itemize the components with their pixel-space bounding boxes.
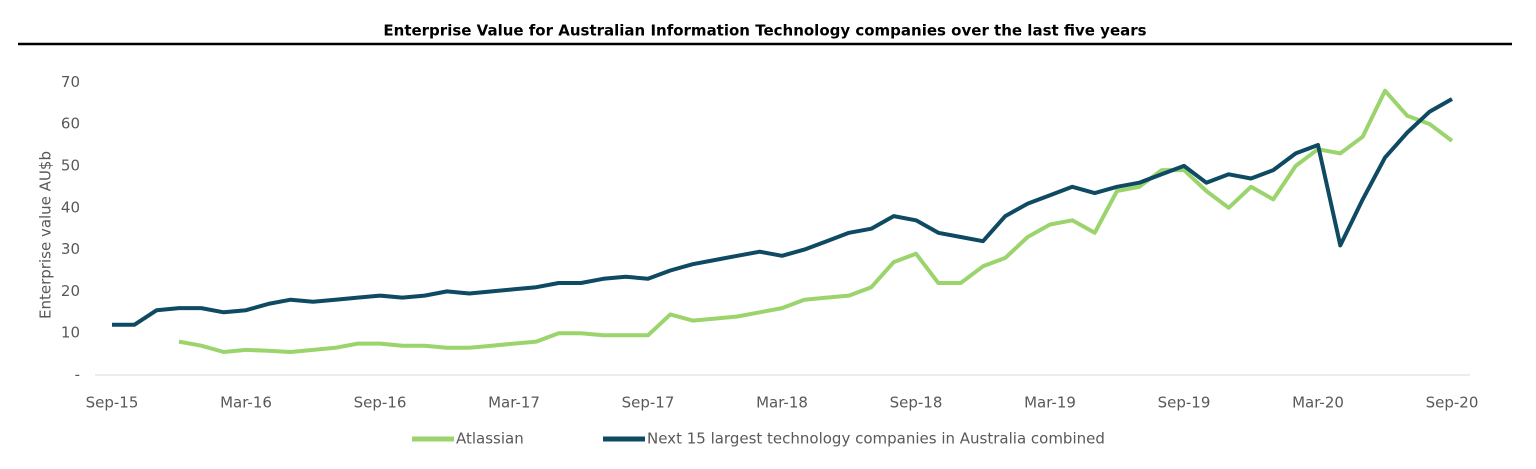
y-tick-label: 40 (61, 198, 80, 216)
x-tick-label: Sep-19 (1158, 394, 1211, 412)
x-tick-label: Sep-16 (354, 394, 407, 412)
y-tick-label: 60 (61, 115, 80, 133)
x-tick-label: Mar-18 (756, 394, 808, 412)
y-tick-label: 10 (61, 324, 80, 342)
y-tick-label: - (75, 366, 80, 384)
legend-label: Atlassian (456, 430, 524, 448)
x-tick-label: Mar-20 (1292, 394, 1344, 412)
x-tick-label: Sep-15 (86, 394, 139, 412)
x-tick-label: Sep-18 (890, 394, 943, 412)
y-tick-label: 20 (61, 282, 80, 300)
x-tick-label: Mar-17 (488, 394, 540, 412)
y-tick-label: 50 (61, 156, 80, 174)
legend-label: Next 15 largest technology companies in … (647, 430, 1105, 448)
chart-title: Enterprise Value for Australian Informat… (383, 22, 1146, 40)
x-tick-label: Sep-17 (622, 394, 675, 412)
x-tick-label: Mar-16 (220, 394, 272, 412)
y-axis-label: Enterprise value AU$b (37, 151, 55, 319)
series-line (112, 97, 1453, 327)
y-tick-label: 30 (61, 240, 80, 258)
x-tick-label: Mar-19 (1024, 394, 1076, 412)
y-tick-label: 70 (61, 73, 80, 91)
series-line (178, 88, 1454, 354)
x-tick-label: Sep-20 (1426, 394, 1479, 412)
